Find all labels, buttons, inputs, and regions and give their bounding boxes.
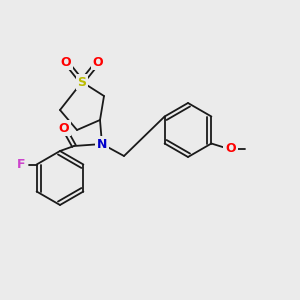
Text: O: O [225, 142, 236, 155]
Text: O: O [61, 56, 71, 68]
Text: F: F [17, 158, 26, 171]
Text: S: S [77, 76, 86, 88]
Text: O: O [93, 56, 103, 68]
Text: N: N [97, 137, 107, 151]
Text: O: O [59, 122, 69, 134]
